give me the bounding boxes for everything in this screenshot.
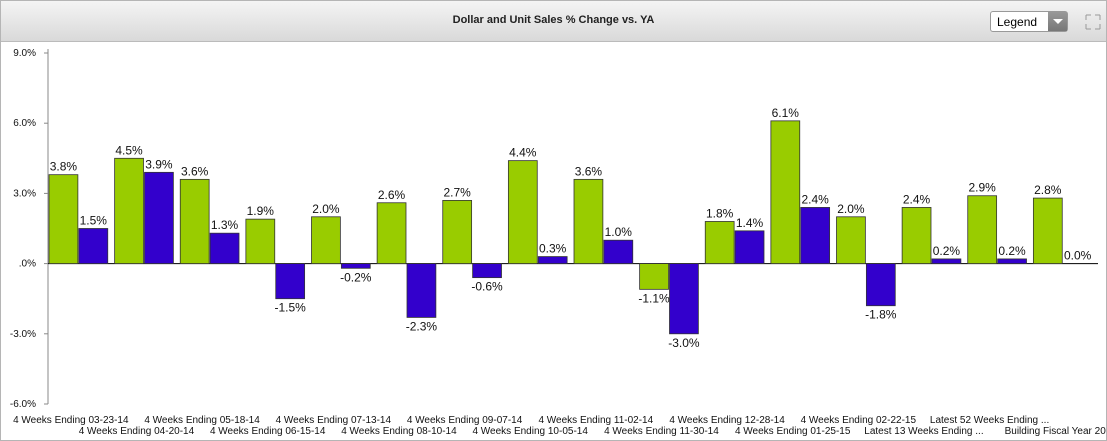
bar: [78, 228, 109, 264]
y-tick-label: .0%: [19, 259, 36, 270]
bar: [901, 207, 932, 265]
x-tick-label: 4 Weeks Ending 04-20-14: [79, 426, 195, 437]
bar: [472, 263, 502, 279]
y-tick-label: -6.0%: [10, 399, 36, 410]
data-label: 1.3%: [211, 218, 239, 232]
expand-icon[interactable]: [1083, 12, 1103, 32]
x-tick-label: 4 Weeks Ending 10-05-14: [472, 426, 588, 437]
x-tick-label: 4 Weeks Ending 01-25-15: [735, 426, 851, 437]
data-label: -1.8%: [865, 308, 897, 322]
data-label: 3.8%: [50, 160, 78, 174]
bar: [704, 221, 735, 264]
data-label: -0.6%: [471, 280, 503, 294]
bar: [997, 258, 1027, 265]
bar: [311, 216, 341, 265]
data-label: 2.0%: [312, 202, 340, 216]
bar: [507, 160, 538, 264]
data-label: 2.6%: [378, 188, 406, 202]
x-tick-label: 4 Weeks Ending 09-07-14: [407, 415, 523, 426]
bar: [734, 230, 765, 264]
data-label: 4.5%: [115, 143, 143, 157]
bar: [770, 120, 801, 265]
data-label: 3.9%: [145, 157, 173, 171]
data-label: 2.7%: [444, 185, 472, 199]
data-label: 1.0%: [605, 225, 633, 239]
x-tick-label: Building Fiscal Year 20: [1005, 426, 1106, 437]
y-tick-label: 6.0%: [13, 118, 36, 129]
data-label: 0.2%: [998, 244, 1026, 258]
y-tick-label: 9.0%: [13, 48, 36, 59]
x-tick-label: 4 Weeks Ending 05-18-14: [144, 415, 260, 426]
header: Dollar and Unit Sales % Change vs. YA Le…: [1, 1, 1106, 42]
chart-title: Dollar and Unit Sales % Change vs. YA: [452, 14, 655, 26]
bar: [573, 178, 604, 264]
data-label: -3.0%: [668, 336, 700, 350]
data-label: 0.0%: [1064, 249, 1092, 263]
data-label: 2.4%: [903, 192, 931, 206]
x-tick-label: 4 Weeks Ending 06-15-14: [210, 426, 326, 437]
data-label: -2.3%: [406, 319, 438, 333]
data-label: 2.8%: [1034, 183, 1062, 197]
data-label: 3.6%: [181, 164, 209, 178]
dropdown-arrow: [1048, 12, 1067, 31]
bar: [800, 207, 831, 265]
data-label: -1.1%: [638, 291, 670, 305]
data-label: 0.3%: [539, 242, 567, 256]
x-tick-label: 4 Weeks Ending 11-30-14: [604, 426, 719, 437]
bar: [48, 174, 79, 264]
data-label: 2.9%: [969, 181, 997, 195]
bar: [669, 263, 699, 335]
bar: [537, 256, 568, 265]
data-label: 6.1%: [772, 106, 800, 120]
data-label: 1.5%: [80, 214, 108, 228]
data-label: 2.0%: [837, 202, 865, 216]
bar: [967, 195, 998, 265]
x-tick-label: 4 Weeks Ending 12-28-14: [669, 415, 785, 426]
data-label: -0.2%: [340, 270, 372, 284]
data-label: 1.9%: [247, 204, 275, 218]
bar: [245, 218, 276, 264]
x-tick-label: 4 Weeks Ending 07-13-14: [276, 415, 392, 426]
data-label: 1.4%: [736, 216, 764, 230]
bar: [406, 263, 437, 318]
bar: [340, 263, 371, 269]
bar: [179, 178, 210, 264]
legend-dropdown[interactable]: Legend: [990, 11, 1068, 32]
bar: [639, 263, 669, 290]
bar: [442, 200, 473, 264]
bar: [931, 258, 962, 265]
bar: [1032, 197, 1063, 264]
data-label: 1.8%: [706, 206, 734, 220]
y-tick-label: -3.0%: [10, 329, 36, 340]
data-label: -1.5%: [275, 301, 307, 315]
data-label: 4.4%: [509, 146, 537, 160]
bar: [865, 263, 896, 307]
legend-label: Legend: [997, 15, 1038, 29]
bar: [603, 239, 634, 264]
bar: [275, 263, 306, 300]
y-tick-label: 3.0%: [13, 188, 36, 199]
x-tick-label: 4 Weeks Ending 02-22-15: [801, 415, 917, 426]
data-label: 2.4%: [802, 192, 830, 206]
x-tick-label: 4 Weeks Ending 11-02-14: [538, 415, 653, 426]
x-tick-label: 4 Weeks Ending 03-23-14: [13, 415, 129, 426]
data-label: 0.2%: [933, 244, 961, 258]
x-tick-label: 4 Weeks Ending 08-10-14: [341, 426, 457, 437]
x-tick-label: Latest 52 Weeks Ending ...: [930, 415, 1049, 426]
data-label: 3.6%: [575, 164, 603, 178]
bar: [836, 216, 866, 265]
x-tick-label: Latest 13 Weeks Ending ...: [864, 426, 983, 437]
bar: [209, 232, 240, 264]
bar: [144, 171, 174, 264]
bar: [114, 157, 144, 265]
bar: [376, 202, 407, 264]
